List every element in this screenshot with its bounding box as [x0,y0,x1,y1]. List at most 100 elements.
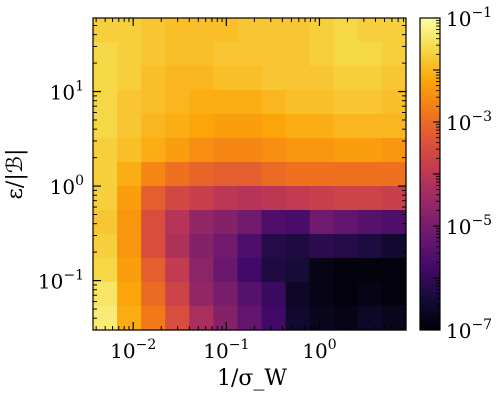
heatmap-cell [141,258,166,283]
colorbar [420,18,440,330]
heatmap-cell [213,258,239,283]
heatmap-cell [93,234,118,259]
heatmap-cell [141,234,166,259]
heatmap-cell [381,234,407,259]
heatmap-cell [381,210,407,235]
heatmap-cell [93,90,118,115]
heatmap-cell [285,258,311,283]
heatmap-cell [285,306,311,331]
heatmap-cell [213,138,239,163]
heatmap-cell [93,114,118,139]
heatmap-cell [141,42,166,67]
colorbar-ticks: 10−7 10−5 10−3 10−1 [433,5,492,343]
y-axis-label: ε/|ℬ| [3,149,28,200]
heatmap-cell [117,138,142,163]
heatmap-cell [117,234,142,259]
heatmap-cell [309,18,335,43]
heatmap-cell [189,306,214,331]
heatmap-cell [189,162,214,187]
heatmap-cell [165,210,190,235]
heatmap-cell [261,234,287,259]
heatmap-cell [333,42,359,67]
heatmap-cell [261,138,287,163]
heatmap-cell [213,162,239,187]
heatmap-cell [237,258,263,283]
heatmap-cell [189,258,214,283]
heatmap-cell [165,162,190,187]
heatmap-cell [237,66,263,91]
heatmap-cell [141,138,166,163]
heatmap-cell [309,282,335,307]
heatmap-cell [357,90,383,115]
heatmap-cell [333,234,359,259]
heatmap-cell [261,210,287,235]
heatmap-cell [357,18,383,43]
heatmap-cell [141,114,166,139]
y-axis-ticks: 10−1 100 101 [38,24,406,319]
svg-text:1/σ_W: 1/σ_W [217,366,287,391]
heatmap-cell [333,258,359,283]
heatmap-cell [237,114,263,139]
heatmap-cell [333,186,359,211]
heatmap-cell [117,18,142,43]
heatmap-cell [261,258,287,283]
plot-frame [92,17,407,331]
heatmap-cell [333,66,359,91]
colorbar-tick-label: 10−3 [446,109,492,135]
heatmap-cell [213,114,239,139]
heatmap-cell [333,162,359,187]
heatmap-cell [237,210,263,235]
heatmap-cell [93,138,118,163]
svg-text:ε/|ℬ|: ε/|ℬ| [3,149,28,200]
heatmap-cell [141,282,166,307]
heatmap-cell [333,18,359,43]
heatmap-cell [357,210,383,235]
heatmap-cell [309,138,335,163]
heatmap-cell [189,18,214,43]
heatmap-cell [381,114,407,139]
colorbar-tick-label: 10−5 [446,213,492,239]
heatmap-cell [237,90,263,115]
heatmap-cell [309,258,335,283]
heatmap-cell [117,114,142,139]
x-tick-label: 10−1 [203,337,249,363]
heatmap-cell [285,186,311,211]
heatmap-cell [189,282,214,307]
heatmap-cell [117,162,142,187]
heatmap-cell [93,162,118,187]
heatmap-cell [117,210,142,235]
heatmap-cell [189,114,214,139]
heatmap-cell [237,42,263,67]
heatmap-cell [213,18,239,43]
heatmap-cell [357,282,383,307]
heatmap-cell [189,90,214,115]
heatmap-cell [141,186,166,211]
heatmap-cell [333,138,359,163]
heatmap-cell [357,234,383,259]
heatmap-cell [309,114,335,139]
heatmap-cell [309,186,335,211]
heatmap-cell [285,90,311,115]
heatmap-cell [357,66,383,91]
heatmap-cell [357,306,383,331]
y-tick-label: 100 [50,173,84,199]
heatmap-cell [285,138,311,163]
heatmap-cell [309,90,335,115]
heatmap-cell [237,18,263,43]
heatmap-cell [237,234,263,259]
heatmap-cell [333,306,359,331]
heatmap-cell [189,234,214,259]
heatmap-cell [381,258,407,283]
heatmap-cell [261,42,287,67]
heatmap-cell [189,42,214,67]
x-axis-label: 1/σ_W [217,366,287,391]
x-axis-ticks: 10−2 10−1 100 [95,18,405,363]
heatmap-cell [213,66,239,91]
heatmap-cell [309,42,335,67]
heatmap-cell [309,66,335,91]
heatmap-cell [117,66,142,91]
heatmap-cell [165,186,190,211]
heatmap-cell [141,66,166,91]
heatmap-cell [333,282,359,307]
heatmap-cell [93,258,118,283]
